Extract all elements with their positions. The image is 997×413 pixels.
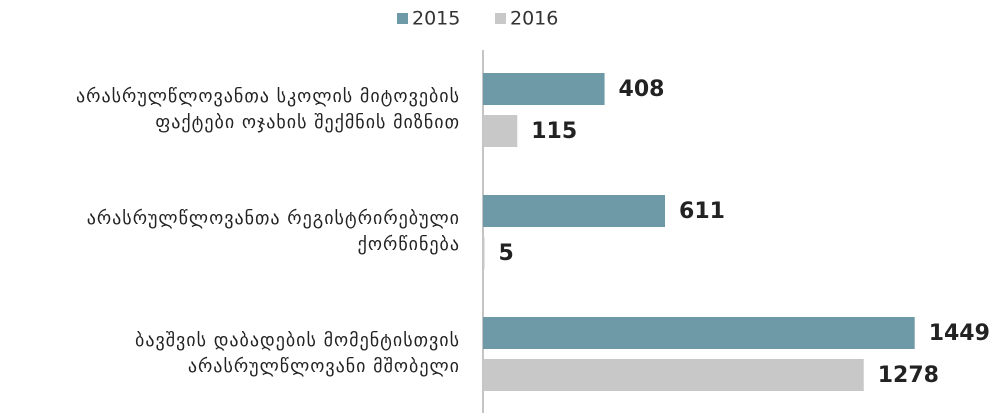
bar [483,237,485,269]
bar [483,317,915,349]
value-label: 1278 [878,363,939,388]
legend-label: 2016 [510,8,558,30]
value-label: 5 [498,241,513,266]
legend-label: 2015 [412,8,460,30]
category-label: არასრულწლოვანთა სკოლის მიტოვების ფაქტები… [76,86,460,133]
bar [483,359,864,391]
legend-swatch [397,13,408,24]
value-label: 115 [531,119,577,144]
value-label: 1449 [929,321,990,346]
legend-swatch [495,13,506,24]
value-label: 611 [679,199,725,224]
bar [483,195,666,227]
category-label: ბავშვის დაბადების მომენტისთვის არასრულწლ… [135,330,460,377]
bar [483,73,605,105]
value-label: 408 [619,77,665,102]
bar [483,115,518,147]
category-label: არასრულწლოვანთა რეგისტრირებული ქორწინება [86,208,460,255]
